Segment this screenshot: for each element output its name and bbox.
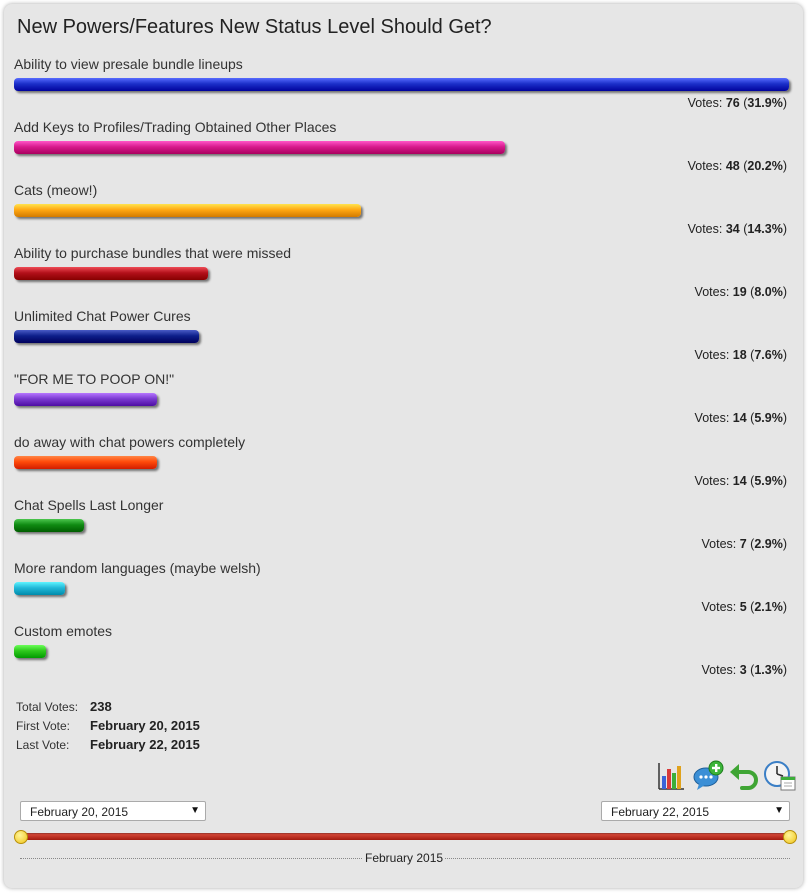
start-date-value: February 20, 2015 bbox=[30, 805, 129, 819]
first-vote-label: First Vote: bbox=[16, 719, 71, 733]
vote-count: Votes: 19 (8.0%) bbox=[694, 285, 787, 299]
vote-bar bbox=[14, 456, 157, 469]
total-votes-value: 238 bbox=[90, 699, 112, 714]
poll-title: New Powers/Features New Status Level Sho… bbox=[17, 16, 492, 38]
vote-bar bbox=[14, 267, 208, 280]
vote-count: Votes: 76 (31.9%) bbox=[687, 96, 787, 110]
bar-chart-icon[interactable] bbox=[656, 760, 686, 792]
timeline-month-label: February 2015 bbox=[363, 851, 446, 865]
option-label: Ability to view presale bundle lineups bbox=[14, 56, 243, 72]
vote-bar bbox=[14, 330, 199, 343]
start-date-select[interactable]: February 20, 2015 ▼ bbox=[20, 801, 206, 821]
last-vote-value: February 22, 2015 bbox=[90, 737, 200, 752]
total-votes-label: Total Votes: bbox=[16, 700, 79, 714]
option-label: "FOR ME TO POOP ON!" bbox=[14, 371, 175, 387]
vote-count: Votes: 48 (20.2%) bbox=[687, 159, 787, 173]
chevron-down-icon: ▼ bbox=[774, 805, 784, 816]
vote-count: Votes: 14 (5.9%) bbox=[694, 411, 787, 425]
slider-end-handle[interactable] bbox=[783, 830, 797, 844]
vote-count: Votes: 18 (7.6%) bbox=[694, 348, 787, 362]
vote-bar bbox=[14, 582, 65, 595]
schedule-icon[interactable] bbox=[763, 760, 796, 792]
option-label: Cats (meow!) bbox=[14, 182, 98, 198]
vote-count: Votes: 7 (2.9%) bbox=[701, 537, 788, 551]
vote-bar bbox=[14, 141, 505, 154]
end-date-value: February 22, 2015 bbox=[611, 805, 710, 819]
vote-bar bbox=[14, 519, 84, 532]
slider-start-handle[interactable] bbox=[14, 830, 28, 844]
vote-count: Votes: 14 (5.9%) bbox=[694, 474, 787, 488]
option-label: do away with chat powers completely bbox=[14, 434, 246, 450]
undo-icon[interactable] bbox=[728, 760, 758, 792]
last-vote-label: Last Vote: bbox=[16, 738, 70, 752]
first-vote-value: February 20, 2015 bbox=[90, 718, 200, 733]
option-label: Ability to purchase bundles that were mi… bbox=[14, 245, 292, 261]
add-comment-icon[interactable] bbox=[692, 760, 724, 792]
date-range-slider[interactable] bbox=[20, 833, 790, 840]
option-label: Custom emotes bbox=[14, 623, 113, 639]
chevron-down-icon: ▼ bbox=[190, 805, 200, 816]
option-label: Add Keys to Profiles/Trading Obtained Ot… bbox=[14, 119, 337, 135]
end-date-select[interactable]: February 22, 2015 ▼ bbox=[601, 801, 790, 821]
option-label: Chat Spells Last Longer bbox=[14, 497, 164, 513]
option-label: More random languages (maybe welsh) bbox=[14, 560, 261, 576]
vote-bar bbox=[14, 645, 46, 658]
vote-bar bbox=[14, 204, 361, 217]
vote-bar bbox=[14, 78, 789, 91]
vote-count: Votes: 3 (1.3%) bbox=[701, 663, 788, 677]
vote-count: Votes: 34 (14.3%) bbox=[687, 222, 787, 236]
vote-bar bbox=[14, 393, 157, 406]
option-label: Unlimited Chat Power Cures bbox=[14, 308, 191, 324]
vote-count: Votes: 5 (2.1%) bbox=[701, 600, 788, 614]
